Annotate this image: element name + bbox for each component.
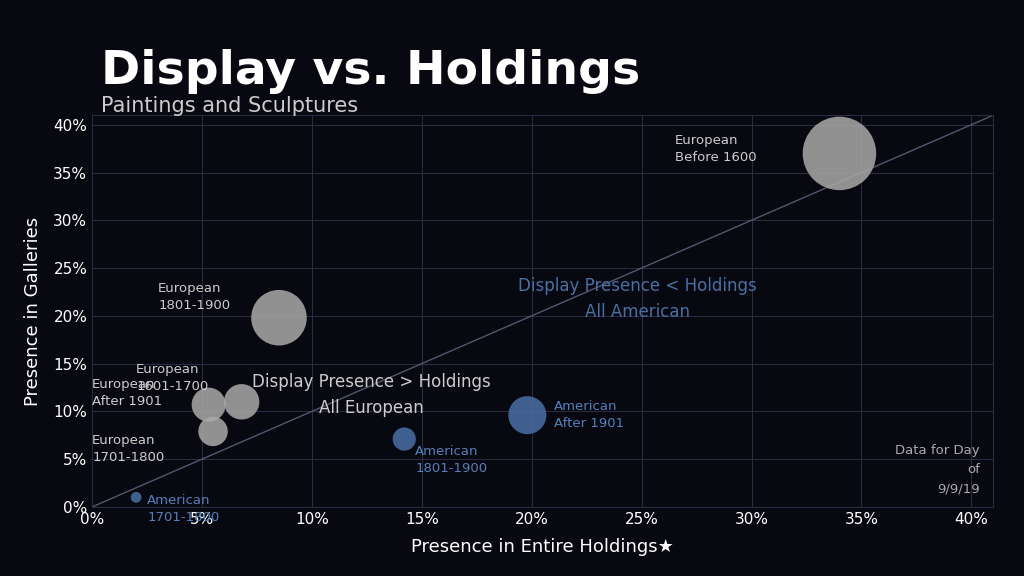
Point — [396, 434, 413, 444]
Y-axis label: Presence in Galleries: Presence in Galleries — [25, 217, 42, 406]
Point — [233, 397, 250, 407]
Text: European
After 1901: European After 1901 — [92, 378, 162, 408]
Text: European
1701-1800: European 1701-1800 — [92, 434, 165, 464]
Text: American
After 1901: American After 1901 — [554, 400, 624, 430]
Point — [201, 400, 217, 410]
Text: Display vs. Holdings: Display vs. Holdings — [101, 48, 640, 94]
Text: European
Before 1600: European Before 1600 — [675, 134, 756, 164]
Point — [519, 411, 536, 420]
Point — [128, 492, 144, 502]
X-axis label: Presence in Entire Holdings★: Presence in Entire Holdings★ — [412, 538, 674, 556]
Point — [205, 427, 221, 436]
Text: American
1801-1900: American 1801-1900 — [416, 445, 487, 475]
Text: European
1801-1900: European 1801-1900 — [158, 282, 230, 312]
Text: European
1601-1700: European 1601-1700 — [136, 363, 208, 393]
Text: Display Presence > Holdings
All European: Display Presence > Holdings All European — [252, 373, 490, 418]
Point — [831, 149, 848, 158]
Text: Data for Day
of
9/9/19: Data for Day of 9/9/19 — [895, 444, 980, 495]
Text: Paintings and Sculptures: Paintings and Sculptures — [101, 96, 358, 116]
Point — [270, 313, 287, 323]
Text: Display Presence < Holdings
All American: Display Presence < Holdings All American — [518, 277, 757, 321]
Text: American
1701-1800: American 1701-1800 — [147, 494, 219, 524]
